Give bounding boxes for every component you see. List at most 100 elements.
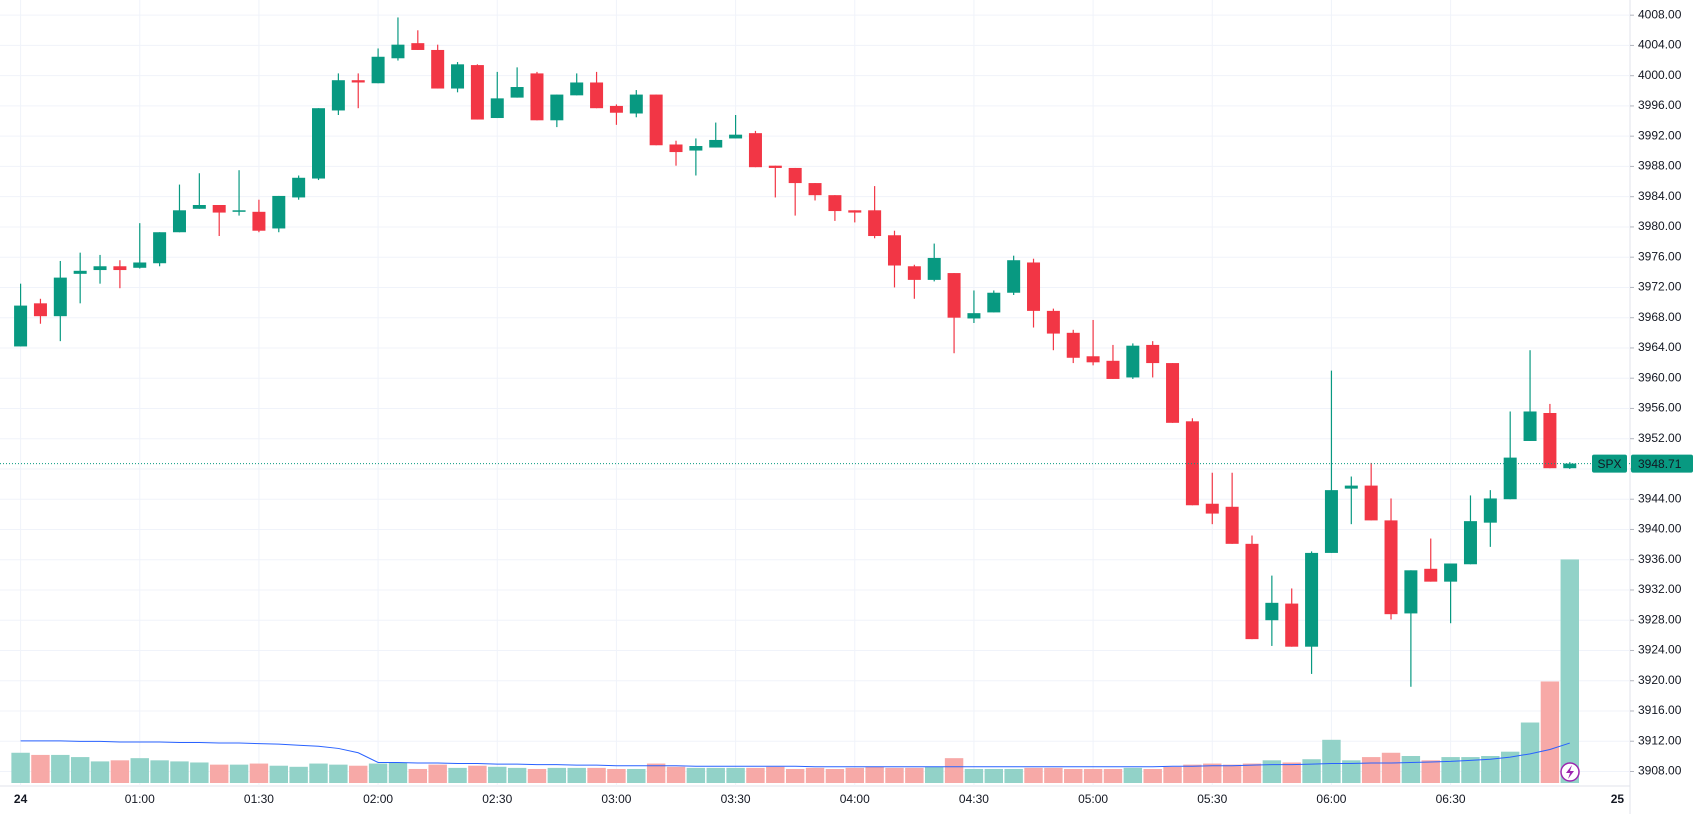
volume-bar <box>726 767 745 783</box>
volume-bar <box>666 766 686 783</box>
candle-body <box>1146 344 1160 364</box>
candle-body <box>371 56 385 84</box>
y-tick-label: 3964.00 <box>1638 340 1682 354</box>
candle-body <box>530 73 544 121</box>
grid <box>0 0 1630 786</box>
x-tick-label: 06:00 <box>1316 792 1346 806</box>
y-tick-label: 3916.00 <box>1638 703 1682 717</box>
candle-body <box>1523 411 1537 441</box>
x-tick-label: 03:30 <box>721 792 751 806</box>
x-tick-label: 01:00 <box>125 792 155 806</box>
candle-body <box>232 210 246 212</box>
volume-bar <box>1560 559 1579 783</box>
y-tick-label: 3992.00 <box>1638 128 1682 142</box>
volume-bar <box>885 767 904 783</box>
volume-bar <box>448 767 467 783</box>
candle-body <box>1364 485 1378 521</box>
volume-bar <box>209 764 229 783</box>
volume-bar <box>607 768 626 783</box>
candles <box>0 17 1630 687</box>
candle-body <box>1305 552 1319 647</box>
candle-body <box>272 195 286 229</box>
y-tick-label: 4004.00 <box>1638 38 1682 52</box>
x-tick-label: 06:30 <box>1436 792 1466 806</box>
candle-body <box>451 64 465 89</box>
y-tick-label: 3924.00 <box>1638 643 1682 657</box>
candle-body <box>967 313 981 319</box>
volume-bar <box>269 765 288 783</box>
y-tick-label: 3952.00 <box>1638 431 1682 445</box>
candle-body <box>1285 603 1299 647</box>
y-tick-label: 3928.00 <box>1638 612 1682 626</box>
axes: 3908.00 3912.00 3916.00 3920.00 3924.00 3928.… <box>14 7 1693 806</box>
candle-body <box>212 205 226 213</box>
candle-body <box>689 146 703 151</box>
candle-body <box>1265 602 1279 621</box>
candle-body <box>510 87 524 98</box>
y-tick-label: 3932.00 <box>1638 582 1682 596</box>
volume-bar <box>1183 764 1202 783</box>
candle-body <box>1027 262 1041 311</box>
candle-body <box>629 94 643 114</box>
volume-bar <box>925 766 944 783</box>
candle-body <box>669 144 683 153</box>
volume-bar <box>964 768 984 783</box>
candle-body <box>927 257 941 280</box>
volume-bar <box>785 768 805 783</box>
candle-body <box>73 270 87 274</box>
x-tick-label: 02:30 <box>482 792 512 806</box>
volume-bar <box>1441 757 1460 783</box>
candle-body <box>133 262 147 268</box>
volume-bar <box>110 760 130 783</box>
volume-bar <box>1262 760 1282 783</box>
x-tick-label: 25 <box>1611 792 1625 806</box>
volume-bar <box>488 766 507 783</box>
candle-body <box>14 305 28 347</box>
candle-body <box>1066 332 1080 358</box>
volume-bar <box>289 766 308 783</box>
volume-bar <box>507 767 527 783</box>
volume-bar <box>349 765 368 783</box>
candle-body <box>570 82 584 96</box>
volume-bar <box>547 767 567 783</box>
candle-body <box>1404 570 1418 614</box>
y-tick-label: 3980.00 <box>1638 219 1682 233</box>
candle-body <box>748 133 762 168</box>
candle-body <box>431 49 445 89</box>
y-tick-label: 3920.00 <box>1638 673 1682 687</box>
y-tick-label: 3996.00 <box>1638 98 1682 112</box>
volume-bar <box>229 764 249 783</box>
y-tick-label: 3972.00 <box>1638 280 1682 294</box>
y-tick-label: 3956.00 <box>1638 401 1682 415</box>
volume-bar <box>388 762 408 783</box>
volume-bar <box>1083 768 1103 783</box>
volume-bar <box>1044 767 1063 783</box>
last-price-badge <box>1631 454 1693 473</box>
y-tick-label: 3908.00 <box>1638 764 1682 778</box>
candle-body <box>808 183 822 196</box>
symbol-badge <box>1592 454 1627 473</box>
candle-body <box>411 43 425 50</box>
candle-body <box>609 105 623 113</box>
candle-body <box>312 108 326 179</box>
volume-ma-line <box>20 740 1570 768</box>
volume-bar <box>567 767 586 783</box>
volume-bar <box>70 757 90 783</box>
volume-bar <box>1064 768 1083 783</box>
y-tick-label: 4000.00 <box>1638 68 1682 82</box>
candle-body <box>1205 503 1219 514</box>
volume-bar <box>1163 766 1182 783</box>
candle-body <box>868 210 882 237</box>
x-tick-label: 02:00 <box>363 792 393 806</box>
x-tick-label: 05:30 <box>1197 792 1227 806</box>
volume-bar <box>984 768 1004 783</box>
volume-bar <box>1004 768 1023 783</box>
volume-bar <box>1421 760 1440 783</box>
x-tick-label: 04:00 <box>840 792 870 806</box>
candle-body <box>172 210 186 233</box>
volume-bar <box>309 763 328 783</box>
candle-body <box>53 277 67 317</box>
y-tick-label: 4008.00 <box>1638 7 1682 21</box>
y-tick-label: 3976.00 <box>1638 249 1682 263</box>
lightning-icon[interactable] <box>1560 762 1580 782</box>
